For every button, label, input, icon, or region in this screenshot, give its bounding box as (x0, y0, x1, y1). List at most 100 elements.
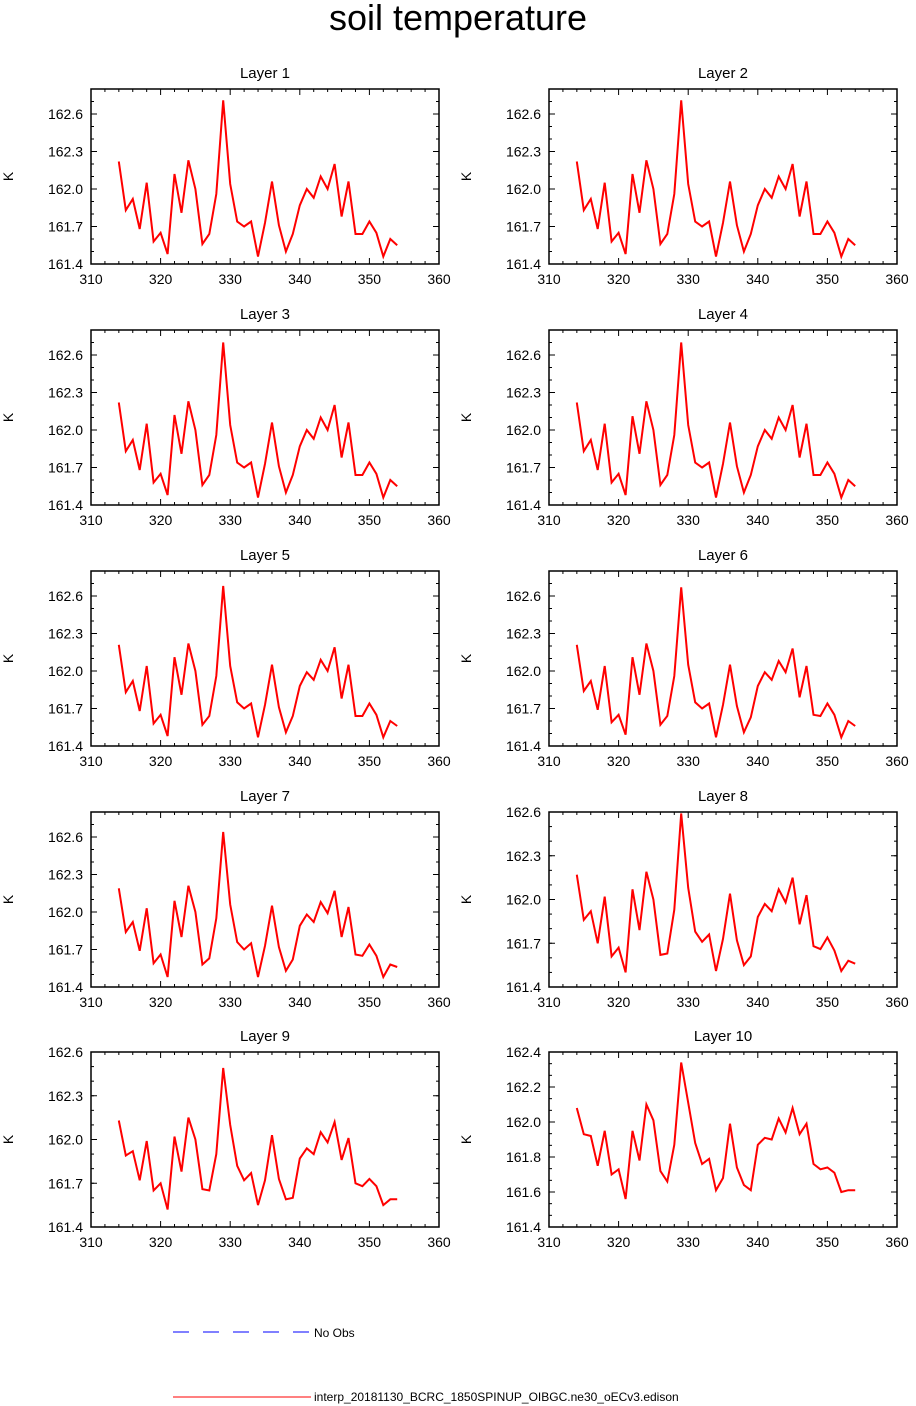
x-tick-label: 320 (607, 753, 631, 769)
y-tick-label: 162.0 (506, 422, 541, 438)
plot-frame (548, 329, 898, 506)
y-axis-label: K (0, 412, 16, 422)
x-tick-label: 350 (816, 512, 840, 528)
y-tick-label: 162.2 (506, 1079, 541, 1095)
y-tick-label: 162.0 (506, 892, 541, 908)
y-tick-label: 162.3 (48, 144, 83, 160)
x-tick-label: 330 (219, 271, 243, 287)
y-tick-label: 161.4 (506, 738, 541, 754)
x-tick-label: 350 (358, 994, 382, 1010)
y-tick-label: 162.3 (48, 626, 83, 642)
y-tick-label: 161.4 (506, 1219, 541, 1235)
x-tick-label: 340 (288, 512, 312, 528)
chart-panel-10: Layer 10 310 320 330 340 350 360 161.4 161.6 161.… (458, 1028, 909, 1250)
x-tick-label: 340 (288, 753, 312, 769)
chart-panel-4: Layer 4 310 320 330 340 350 360 161.4 161.7 162.0… (458, 306, 909, 528)
x-tick-label: 340 (288, 271, 312, 287)
y-tick-label: 162.6 (506, 347, 541, 363)
y-tick-label: 162.6 (506, 588, 541, 604)
y-tick-label: 162.6 (48, 106, 83, 122)
series-line (575, 100, 856, 260)
panel-title: Layer 3 (240, 306, 290, 323)
y-tick-label: 161.4 (48, 256, 83, 272)
chart-panel-8: Layer 8 310 320 330 340 350 360 161.4 161.7 162.0… (458, 788, 909, 1010)
x-tick-label: 310 (537, 994, 561, 1010)
x-tick-label: 360 (885, 753, 909, 769)
x-tick-label: 360 (427, 512, 451, 528)
y-tick-label: 161.7 (48, 460, 83, 476)
y-axis-label: K (458, 412, 474, 422)
x-tick-label: 320 (149, 512, 173, 528)
x-tick-label: 330 (677, 271, 701, 287)
chart-panel-2: Layer 2 310 320 330 340 350 360 161.4 161.7 162.0… (458, 65, 909, 287)
x-tick-label: 350 (358, 1234, 382, 1250)
y-tick-label: 161.7 (506, 935, 541, 951)
x-tick-label: 330 (677, 753, 701, 769)
y-tick-label: 161.7 (506, 219, 541, 235)
series-line (117, 1067, 398, 1210)
x-tick-label: 320 (149, 753, 173, 769)
y-tick-label: 161.4 (506, 497, 541, 513)
x-tick-label: 360 (885, 271, 909, 287)
panel-title: Layer 8 (698, 788, 748, 805)
x-tick-label: 360 (427, 753, 451, 769)
x-tick-label: 340 (746, 1234, 770, 1250)
plot-frame (548, 811, 898, 988)
y-axis-label: K (0, 653, 16, 663)
series-line (575, 813, 856, 974)
y-axis-label: K (0, 171, 16, 181)
chart-panel-1: Layer 1 310 320 330 340 350 360 161.4 161.7 162.0… (0, 65, 451, 287)
x-tick-label: 320 (607, 1234, 631, 1250)
y-axis-label: K (458, 894, 474, 904)
y-axis-label: K (0, 894, 16, 904)
x-tick-label: 360 (885, 1234, 909, 1250)
x-tick-label: 320 (607, 994, 631, 1010)
series-line (117, 585, 398, 741)
plot-frame (548, 570, 898, 747)
panel-title: Layer 2 (698, 65, 748, 82)
page-title: soil temperature (328, 0, 588, 38)
x-tick-label: 330 (677, 512, 701, 528)
x-tick-label: 320 (149, 271, 173, 287)
y-tick-label: 161.7 (48, 1175, 83, 1191)
y-tick-label: 162.3 (48, 1088, 83, 1104)
panel-title: Layer 6 (698, 547, 748, 564)
x-tick-label: 330 (219, 753, 243, 769)
x-tick-label: 330 (219, 512, 243, 528)
y-tick-label: 162.4 (506, 1044, 541, 1060)
panel-title: Layer 5 (240, 547, 290, 564)
y-tick-label: 162.3 (506, 626, 541, 642)
y-tick-label: 162.0 (48, 422, 83, 438)
plot-frame (90, 88, 440, 265)
plot-frame (90, 570, 440, 747)
x-tick-label: 350 (816, 271, 840, 287)
x-tick-label: 320 (607, 271, 631, 287)
y-axis-label: K (458, 653, 474, 663)
y-tick-label: 162.0 (506, 663, 541, 679)
x-tick-label: 310 (79, 512, 103, 528)
y-tick-label: 162.6 (48, 588, 83, 604)
x-tick-label: 310 (537, 1234, 561, 1250)
plot-frame (548, 88, 898, 265)
x-tick-label: 340 (288, 1234, 312, 1250)
panel-title: Layer 10 (694, 1028, 752, 1045)
y-tick-label: 162.6 (506, 106, 541, 122)
y-tick-label: 161.4 (506, 256, 541, 272)
x-tick-label: 320 (149, 994, 173, 1010)
y-tick-label: 161.7 (48, 942, 83, 958)
y-tick-label: 161.7 (506, 701, 541, 717)
y-tick-label: 161.7 (48, 701, 83, 717)
y-tick-label: 161.8 (506, 1149, 541, 1165)
x-tick-label: 340 (746, 512, 770, 528)
chart-panel-5: Layer 5 310 320 330 340 350 360 161.4 161.7 162.0… (0, 547, 451, 769)
y-tick-label: 161.4 (48, 979, 83, 995)
y-tick-label: 162.0 (506, 1114, 541, 1130)
x-tick-label: 310 (79, 753, 103, 769)
panel-title: Layer 4 (698, 306, 748, 323)
chart-panel-6: Layer 6 310 320 330 340 350 360 161.4 161.7 162.0… (458, 547, 909, 769)
y-tick-label: 162.6 (506, 804, 541, 820)
plot-frame (90, 811, 440, 988)
x-tick-label: 320 (149, 1234, 173, 1250)
y-tick-label: 161.6 (506, 1184, 541, 1200)
